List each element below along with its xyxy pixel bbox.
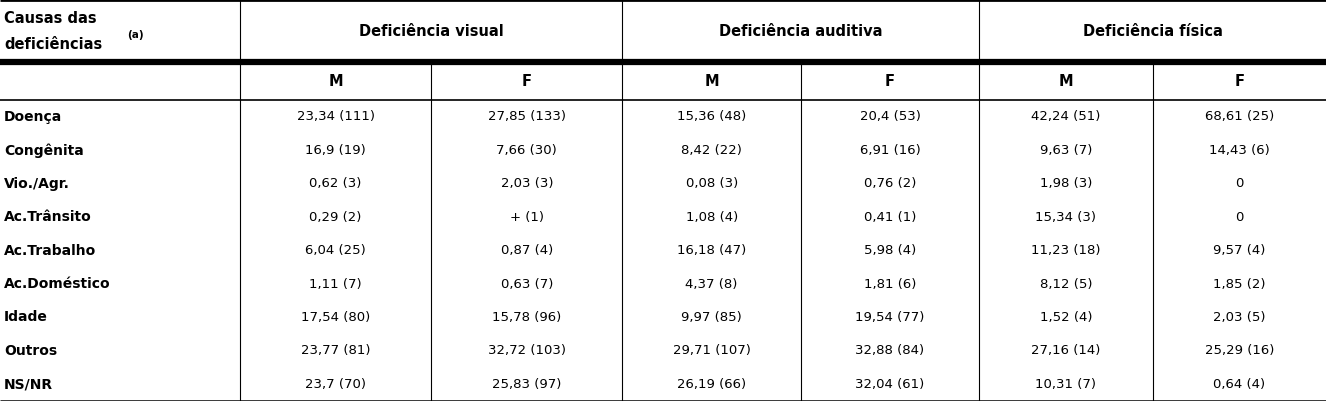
Text: Ac.Trabalho: Ac.Trabalho xyxy=(4,244,97,257)
Text: 1,81 (6): 1,81 (6) xyxy=(863,277,916,291)
Text: 0,29 (2): 0,29 (2) xyxy=(309,211,362,224)
Text: 17,54 (80): 17,54 (80) xyxy=(301,311,370,324)
Text: 27,85 (133): 27,85 (133) xyxy=(488,110,566,124)
Text: 4,37 (8): 4,37 (8) xyxy=(686,277,737,291)
Text: Vio./Agr.: Vio./Agr. xyxy=(4,177,70,191)
Text: 14,43 (6): 14,43 (6) xyxy=(1209,144,1270,157)
Text: Ac.Doméstico: Ac.Doméstico xyxy=(4,277,110,291)
Text: 9,57 (4): 9,57 (4) xyxy=(1213,244,1265,257)
Text: 9,63 (7): 9,63 (7) xyxy=(1040,144,1093,157)
Text: 26,19 (66): 26,19 (66) xyxy=(678,378,747,391)
Text: 1,08 (4): 1,08 (4) xyxy=(686,211,737,224)
Text: 15,36 (48): 15,36 (48) xyxy=(678,110,747,124)
Text: 19,54 (77): 19,54 (77) xyxy=(855,311,924,324)
Text: 23,77 (81): 23,77 (81) xyxy=(301,344,370,357)
Text: Deficiência física: Deficiência física xyxy=(1082,24,1223,38)
Text: 2,03 (3): 2,03 (3) xyxy=(501,177,553,190)
Text: F: F xyxy=(1235,74,1244,89)
Text: 1,98 (3): 1,98 (3) xyxy=(1040,177,1093,190)
Text: 0,62 (3): 0,62 (3) xyxy=(309,177,362,190)
Text: 25,29 (16): 25,29 (16) xyxy=(1204,344,1274,357)
Text: 9,97 (85): 9,97 (85) xyxy=(682,311,743,324)
Text: 42,24 (51): 42,24 (51) xyxy=(1032,110,1101,124)
Text: 16,18 (47): 16,18 (47) xyxy=(678,244,747,257)
Text: 32,72 (103): 32,72 (103) xyxy=(488,344,566,357)
Text: Ac.Trânsito: Ac.Trânsito xyxy=(4,210,91,224)
Text: 2,03 (5): 2,03 (5) xyxy=(1213,311,1265,324)
Text: F: F xyxy=(522,74,532,89)
Text: 8,12 (5): 8,12 (5) xyxy=(1040,277,1093,291)
Text: deficiências: deficiências xyxy=(4,37,102,52)
Text: 1,52 (4): 1,52 (4) xyxy=(1040,311,1093,324)
Text: 32,04 (61): 32,04 (61) xyxy=(855,378,924,391)
Text: 7,66 (30): 7,66 (30) xyxy=(496,144,557,157)
Text: 29,71 (107): 29,71 (107) xyxy=(672,344,751,357)
Text: 23,34 (111): 23,34 (111) xyxy=(297,110,374,124)
Text: + (1): + (1) xyxy=(509,211,544,224)
Text: Deficiência auditiva: Deficiência auditiva xyxy=(719,24,883,38)
Text: 16,9 (19): 16,9 (19) xyxy=(305,144,366,157)
Text: F: F xyxy=(884,74,895,89)
Text: 6,04 (25): 6,04 (25) xyxy=(305,244,366,257)
Text: Doença: Doença xyxy=(4,110,62,124)
Text: M: M xyxy=(1058,74,1073,89)
Text: 6,91 (16): 6,91 (16) xyxy=(859,144,920,157)
Text: 32,88 (84): 32,88 (84) xyxy=(855,344,924,357)
Text: 20,4 (53): 20,4 (53) xyxy=(859,110,920,124)
Text: 0: 0 xyxy=(1235,211,1244,224)
Text: NS/NR: NS/NR xyxy=(4,377,53,391)
Text: Idade: Idade xyxy=(4,310,48,324)
Text: Causas das: Causas das xyxy=(4,11,97,26)
Text: 0,63 (7): 0,63 (7) xyxy=(501,277,553,291)
Text: Outros: Outros xyxy=(4,344,57,358)
Text: 25,83 (97): 25,83 (97) xyxy=(492,378,561,391)
Text: 8,42 (22): 8,42 (22) xyxy=(682,144,743,157)
Text: 0: 0 xyxy=(1235,177,1244,190)
Text: Deficiência visual: Deficiência visual xyxy=(359,24,504,38)
Text: (a): (a) xyxy=(127,30,145,40)
Text: 27,16 (14): 27,16 (14) xyxy=(1032,344,1101,357)
Text: 11,23 (18): 11,23 (18) xyxy=(1032,244,1101,257)
Text: 68,61 (25): 68,61 (25) xyxy=(1204,110,1274,124)
Text: M: M xyxy=(704,74,719,89)
Text: 5,98 (4): 5,98 (4) xyxy=(863,244,916,257)
Text: 0,64 (4): 0,64 (4) xyxy=(1213,378,1265,391)
Text: 15,34 (3): 15,34 (3) xyxy=(1036,211,1097,224)
Text: 0,76 (2): 0,76 (2) xyxy=(863,177,916,190)
Text: 15,78 (96): 15,78 (96) xyxy=(492,311,561,324)
Text: M: M xyxy=(329,74,343,89)
Text: 1,11 (7): 1,11 (7) xyxy=(309,277,362,291)
Text: 23,7 (70): 23,7 (70) xyxy=(305,378,366,391)
Text: 10,31 (7): 10,31 (7) xyxy=(1036,378,1097,391)
Text: 0,08 (3): 0,08 (3) xyxy=(686,177,737,190)
Text: 0,87 (4): 0,87 (4) xyxy=(501,244,553,257)
Text: 1,85 (2): 1,85 (2) xyxy=(1213,277,1265,291)
Text: 0,41 (1): 0,41 (1) xyxy=(863,211,916,224)
Text: Congênita: Congênita xyxy=(4,143,84,158)
